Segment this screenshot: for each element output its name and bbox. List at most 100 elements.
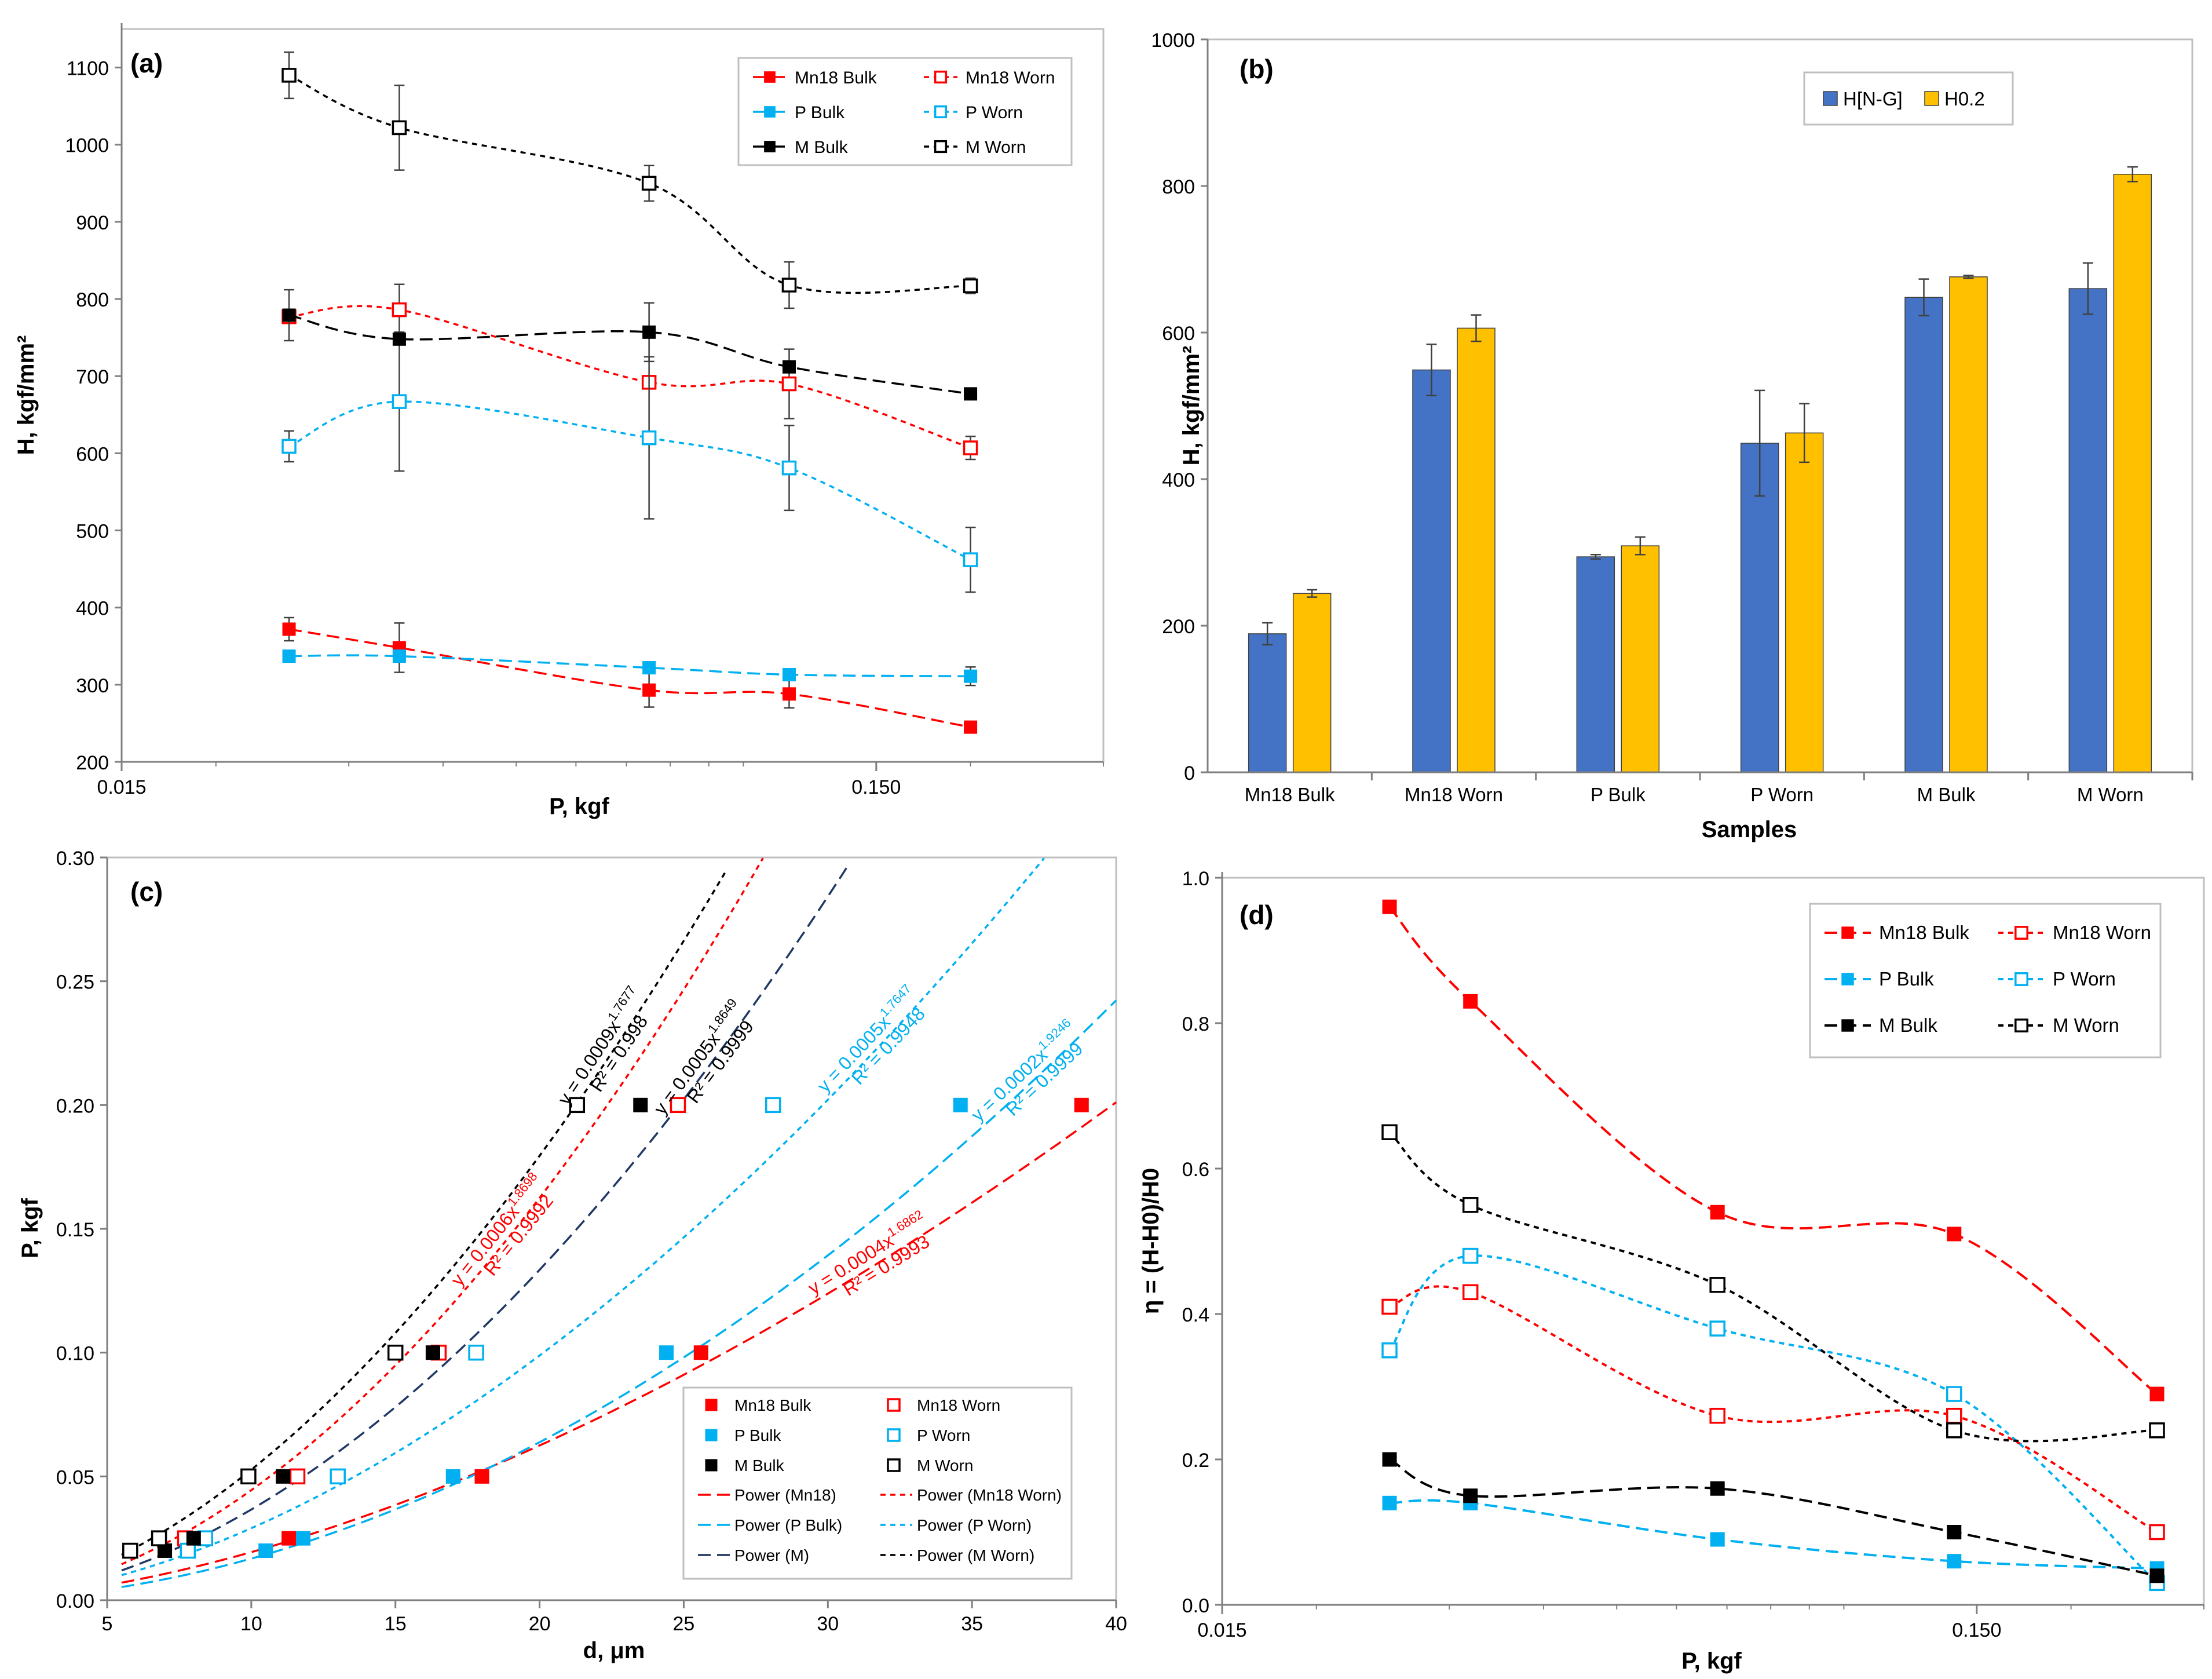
- legend-label: Power (M Worn): [917, 1546, 1034, 1564]
- x-tick-label: 30: [817, 1613, 839, 1635]
- y-tick-label: 200: [76, 752, 109, 774]
- data-point: [2149, 1524, 2165, 1541]
- y-tick-label: 0.10: [56, 1343, 94, 1365]
- legend-label: Mn18 Worn: [2053, 922, 2151, 943]
- panel-c-x-axis-title: d, μm: [583, 1638, 645, 1663]
- x-tick-label: 0.015: [97, 776, 146, 798]
- legend-label: M Worn: [917, 1457, 974, 1474]
- data-point: [1709, 1407, 1725, 1424]
- x-tick-label: 5: [102, 1613, 113, 1635]
- data-point: [1710, 1481, 1725, 1496]
- legend-swatch: [1823, 91, 1838, 106]
- legend-label: P Bulk: [734, 1426, 781, 1444]
- legend-label: P Worn: [966, 103, 1023, 122]
- legend-marker: [887, 1458, 901, 1472]
- y-tick-label: 400: [76, 598, 109, 620]
- y-tick-label: 200: [1162, 616, 1195, 638]
- y-tick-label: 400: [1162, 469, 1195, 491]
- panel-d-y-axis-title: η = (H-H0)/H0: [1138, 1168, 1164, 1314]
- panel-d: (d) P, kgf η = (H-H0)/H0 0.0 0.2 0.4 0.6 0.8…: [1138, 868, 2205, 1674]
- data-point: [281, 1531, 297, 1546]
- data-point: [964, 720, 978, 734]
- legend-marker: [764, 106, 776, 118]
- data-point: [2149, 1568, 2165, 1583]
- y-tick-label: 900: [76, 212, 109, 234]
- bar: [1904, 297, 1943, 773]
- legend-marker: [934, 105, 948, 119]
- data-point: [953, 1097, 968, 1112]
- legend-label: P Worn: [917, 1426, 970, 1444]
- bar: [2068, 288, 2108, 773]
- data-point: [425, 1345, 440, 1360]
- legend-marker: [2014, 972, 2028, 986]
- data-point: [781, 376, 797, 392]
- data-point: [963, 552, 978, 567]
- legend-label: P Bulk: [1879, 968, 1934, 990]
- data-point: [1382, 1495, 1397, 1510]
- y-tick-label: 0.2: [1182, 1450, 1209, 1472]
- y-tick-label: 0.00: [56, 1590, 94, 1612]
- panel-a-legend: Mn18 Bulk Mn18 Worn P Bulk P Worn M Bulk M Wo…: [737, 57, 1073, 166]
- y-tick-label: 300: [76, 675, 109, 697]
- legend-label: Power (Mn18 Worn): [917, 1486, 1062, 1504]
- legend-label: Mn18 Bulk: [734, 1396, 811, 1414]
- panel-d-x-axis-title: P, kgf: [1681, 1648, 1742, 1674]
- data-point: [1382, 1452, 1397, 1467]
- legend-label: Power (P Worn): [917, 1516, 1032, 1534]
- fit-line: [121, 999, 1117, 1589]
- series-line: [1388, 906, 2158, 1395]
- data-point: [330, 1468, 346, 1485]
- legend-label: Power (Mn18): [734, 1486, 836, 1504]
- data-point: [1947, 1554, 1962, 1569]
- bar: [1949, 276, 1988, 773]
- legend-marker: [934, 140, 948, 154]
- data-point: [445, 1469, 460, 1484]
- data-point: [468, 1344, 484, 1361]
- legend-label: H[N-G]: [1843, 88, 1903, 110]
- panel-b: (b) Samples H, kgf/mm² 0 200 400 600 800 1000…: [1151, 30, 2193, 842]
- data-point: [781, 460, 797, 476]
- legend-label: Mn18 Worn: [966, 68, 1055, 87]
- data-point: [670, 1097, 686, 1114]
- data-point: [2149, 1422, 2165, 1439]
- data-point: [569, 1097, 586, 1114]
- data-point: [122, 1542, 138, 1559]
- x-tick-label: 20: [529, 1613, 551, 1635]
- legend-label: M Worn: [2053, 1014, 2119, 1036]
- data-point: [782, 687, 796, 701]
- legend-label: Power (P Bulk): [734, 1516, 842, 1534]
- y-tick-label: 0.20: [56, 1095, 94, 1117]
- x-tick-label: 0.150: [851, 776, 901, 798]
- data-point: [392, 332, 406, 346]
- bar: [1412, 369, 1451, 773]
- legend-label: M Bulk: [1879, 1014, 1937, 1036]
- y-tick-label: 800: [76, 289, 109, 311]
- data-point: [693, 1345, 708, 1360]
- data-point: [642, 661, 656, 675]
- panel-b-x-axis-title: Samples: [1702, 817, 1797, 842]
- x-category-label: Mn18 Worn: [1405, 784, 1503, 805]
- x-category-label: M Bulk: [1917, 784, 1976, 805]
- y-tick-label: 0.0: [1182, 1595, 1209, 1617]
- x-category-label: P Worn: [1750, 784, 1814, 805]
- fit-line: [121, 857, 764, 1565]
- panel-b-label: (b): [1240, 54, 1274, 84]
- data-point: [392, 120, 407, 136]
- data-point: [964, 669, 978, 683]
- x-tick-label: 15: [385, 1613, 407, 1635]
- bar: [1292, 593, 1332, 773]
- data-point: [963, 440, 978, 455]
- data-point: [1463, 994, 1478, 1009]
- y-tick-label: 500: [76, 521, 109, 543]
- data-point: [387, 1344, 404, 1361]
- bar: [1457, 327, 1496, 773]
- data-point: [963, 278, 978, 294]
- data-point: [281, 68, 297, 83]
- legend-label: M Bulk: [734, 1457, 785, 1474]
- legend-label: Power (M): [734, 1546, 809, 1564]
- panel-d-label: (d): [1240, 900, 1274, 930]
- series-line: [1389, 1458, 2158, 1577]
- legend-label: M Bulk: [795, 138, 849, 157]
- y-tick-label: 0: [1184, 762, 1195, 784]
